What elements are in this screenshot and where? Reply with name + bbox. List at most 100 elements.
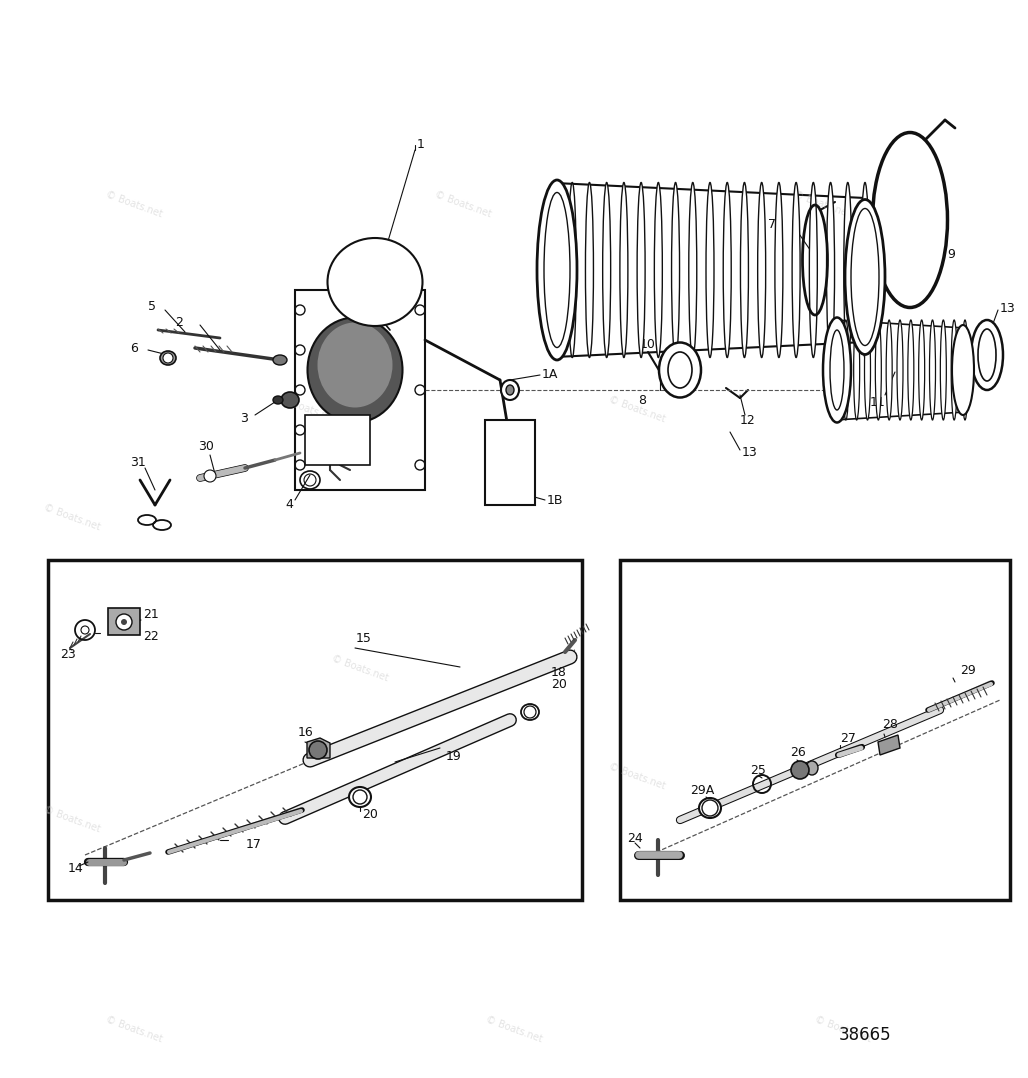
Circle shape [524,706,536,718]
Ellipse shape [845,199,885,355]
Text: © Boats.net: © Boats.net [104,190,163,220]
Text: 1B: 1B [547,494,563,507]
Ellipse shape [585,182,593,358]
Ellipse shape [551,182,559,358]
Ellipse shape [689,182,697,358]
Polygon shape [108,608,140,635]
Ellipse shape [853,320,859,420]
Ellipse shape [568,182,577,358]
Text: 11: 11 [870,396,886,409]
Ellipse shape [886,320,892,420]
Ellipse shape [273,355,287,365]
Ellipse shape [908,320,914,420]
Text: 9: 9 [947,249,955,262]
Ellipse shape [659,343,701,398]
Text: 8: 8 [638,393,646,406]
Text: 13: 13 [1000,302,1016,315]
Ellipse shape [501,381,519,400]
Ellipse shape [775,182,783,358]
Circle shape [121,619,127,625]
Text: 15: 15 [356,632,372,645]
Text: 25: 25 [750,763,766,776]
Ellipse shape [823,318,851,423]
Text: 4: 4 [285,498,293,511]
Ellipse shape [506,385,514,395]
Ellipse shape [809,182,817,358]
Ellipse shape [962,320,968,420]
Text: © Boats.net: © Boats.net [608,395,667,425]
Text: 21: 21 [143,608,158,621]
Ellipse shape [793,182,800,358]
Ellipse shape [951,320,957,420]
Text: 7: 7 [768,219,776,232]
Ellipse shape [865,320,871,420]
Text: © Boats.net: © Boats.net [42,804,102,834]
Polygon shape [620,559,1009,900]
Ellipse shape [273,396,283,404]
Text: 14: 14 [68,861,83,874]
Ellipse shape [971,320,1003,390]
Ellipse shape [827,182,835,358]
Text: 16: 16 [298,727,314,740]
Circle shape [116,614,132,630]
Text: 38665: 38665 [839,1026,891,1044]
Text: 3: 3 [240,412,248,425]
Polygon shape [48,559,582,900]
Ellipse shape [806,761,818,775]
Ellipse shape [281,392,299,407]
Ellipse shape [348,787,371,807]
Ellipse shape [309,741,327,759]
Ellipse shape [843,320,849,420]
Text: 29: 29 [960,663,976,677]
Text: 1: 1 [417,138,425,152]
Ellipse shape [699,798,721,818]
Ellipse shape [885,146,935,294]
Ellipse shape [844,182,852,358]
Ellipse shape [655,182,662,358]
Ellipse shape [952,324,974,415]
Polygon shape [485,420,535,505]
Ellipse shape [941,320,947,420]
Text: 20: 20 [362,807,378,820]
Text: 1A: 1A [542,369,558,382]
Ellipse shape [602,182,611,358]
Ellipse shape [307,318,403,423]
Text: 28: 28 [882,719,897,732]
Ellipse shape [318,322,393,407]
Ellipse shape [861,182,869,358]
Text: 10: 10 [640,338,656,351]
Text: 5: 5 [148,301,156,314]
Ellipse shape [706,182,714,358]
Ellipse shape [897,320,903,420]
Ellipse shape [620,182,628,358]
Ellipse shape [724,182,731,358]
Ellipse shape [671,182,680,358]
Polygon shape [307,738,330,758]
Polygon shape [878,735,900,755]
Text: © Boats.net: © Boats.net [330,653,390,683]
Polygon shape [305,415,370,465]
Text: © Boats.net: © Boats.net [484,1014,544,1045]
Text: © Boats.net: © Boats.net [608,761,667,791]
Text: 29A: 29A [690,784,714,797]
Circle shape [204,470,216,482]
Text: 30: 30 [198,441,214,454]
Text: 31: 31 [130,456,146,469]
Ellipse shape [919,320,924,420]
Text: 13: 13 [742,446,758,459]
Ellipse shape [637,182,646,358]
Text: © Boats.net: © Boats.net [813,1014,873,1045]
Text: 18: 18 [551,665,566,678]
Text: © Boats.net: © Boats.net [279,395,338,425]
Text: 24: 24 [627,831,642,844]
Ellipse shape [929,320,935,420]
Ellipse shape [978,329,996,381]
Text: 6: 6 [130,342,138,355]
Ellipse shape [668,353,692,388]
Text: 17: 17 [246,838,262,851]
Text: © Boats.net: © Boats.net [42,502,102,533]
Ellipse shape [740,182,748,358]
Ellipse shape [873,133,948,307]
Circle shape [791,761,809,779]
Text: 20: 20 [551,677,566,691]
